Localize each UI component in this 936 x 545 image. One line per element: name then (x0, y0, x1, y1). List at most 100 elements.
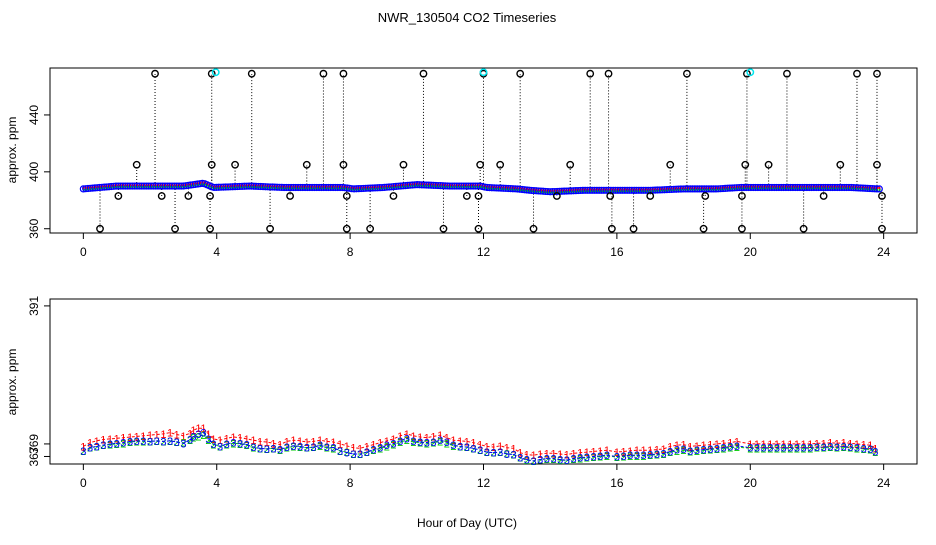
series-1-point: 1 (160, 429, 166, 441)
baseline-marker-3 (131, 182, 139, 190)
baseline-marker-3 (147, 182, 155, 190)
series-2-point: 2 (504, 448, 510, 460)
baseline-marker-3 (628, 186, 636, 194)
series-1-point: 1 (377, 438, 383, 450)
baseline-marker-3 (688, 185, 697, 193)
series-2-point: 2 (570, 454, 576, 466)
series-3-point: 3 (310, 442, 316, 454)
series-3-point: 3 (787, 443, 793, 455)
baseline-marker-3 (747, 183, 755, 192)
series-3-point: 3 (544, 453, 550, 465)
mid-spike-marker (339, 160, 348, 169)
baseline-marker-3 (457, 182, 466, 190)
baseline-marker-3 (159, 182, 167, 190)
series-3-point: 3 (834, 442, 840, 454)
series-2-point: 2 (470, 443, 476, 455)
series-2-point: 2 (107, 440, 113, 452)
top-x-tick-label: 24 (877, 245, 891, 259)
series-3-point: 3 (847, 442, 853, 454)
series-1-point: 1 (814, 438, 820, 450)
series-3-point: 3 (205, 434, 211, 446)
series-3-point: 3 (304, 443, 310, 455)
baseline-marker-3 (126, 182, 134, 190)
series-3-point: 3 (517, 453, 523, 465)
series-3-point: 3 (550, 453, 556, 465)
baseline-marker-3 (754, 183, 762, 192)
series-1-point: 1 (590, 446, 596, 458)
series-2-point: 2 (457, 441, 463, 453)
series-3-point: 3 (200, 428, 206, 440)
series-3-point: 3 (827, 441, 833, 453)
baseline-marker-3 (306, 183, 314, 192)
series-1-point: 1 (134, 431, 140, 443)
series-3-point: 3 (821, 442, 827, 454)
series-2-point: 2 (781, 443, 787, 455)
series-2-point: 2 (754, 443, 760, 455)
series-2-point: 2 (694, 446, 700, 458)
baseline-marker-3 (829, 183, 837, 192)
top-x-tick-label: 16 (610, 245, 624, 259)
baseline-marker-3 (752, 183, 760, 192)
cyan-marker (211, 68, 220, 77)
bottom-x-tick-label: 16 (610, 476, 624, 490)
baseline-marker-2 (206, 184, 209, 187)
baseline-marker-3 (140, 182, 148, 190)
series-2-point: 2 (727, 443, 733, 455)
series-2-point: 2 (127, 437, 133, 449)
series-2-point: 2 (747, 443, 753, 455)
dip-spike-marker (646, 192, 655, 200)
dip-spike-marker (701, 192, 710, 200)
low-spike-marker (699, 224, 708, 233)
baseline-marker-3 (761, 183, 769, 192)
series-2-point: 2 (834, 443, 840, 455)
series-1-point: 1 (195, 423, 201, 435)
baseline-marker-3 (740, 183, 748, 192)
dip-spike-marker (606, 192, 615, 200)
series-1-point: 1 (264, 437, 270, 449)
baseline-marker-3 (819, 183, 827, 192)
baseline-marker-3 (691, 185, 699, 193)
baseline-marker-3 (289, 183, 298, 192)
series-3-point: 3 (814, 442, 820, 454)
baseline-marker-3 (135, 182, 143, 190)
low-spike-marker (738, 224, 746, 233)
baseline-marker-3 (826, 183, 834, 192)
series-1-point: 1 (681, 440, 687, 452)
series-1-point: 1 (87, 438, 93, 450)
series-2-point: 2 (410, 437, 416, 449)
baseline-marker-3 (642, 186, 650, 194)
series-1-point: 1 (490, 442, 496, 454)
series-1-point: 1 (470, 438, 476, 450)
mid-spike-marker (302, 160, 311, 169)
series-1-point: 1 (127, 432, 133, 444)
baseline-marker-3 (831, 183, 839, 192)
series-3-point: 3 (195, 429, 201, 441)
series-2-point: 2 (174, 437, 180, 449)
mid-spike-marker (666, 160, 675, 169)
series-2-point: 2 (707, 445, 713, 457)
baseline-marker-3 (142, 182, 150, 190)
baseline-marker-3 (836, 183, 844, 192)
series-1-point: 1 (807, 439, 813, 451)
baseline-marker-3 (791, 183, 799, 192)
series-1-point: 1 (337, 439, 343, 451)
series-1-point: 1 (284, 436, 290, 448)
series-1-point: 1 (230, 432, 236, 444)
baseline-marker-3 (327, 183, 335, 192)
series-1-point: 1 (244, 434, 250, 446)
baseline-marker-3 (625, 186, 634, 194)
baseline-marker-3 (817, 183, 825, 192)
series-1-point: 1 (190, 425, 196, 437)
series-2-point: 2 (597, 451, 603, 463)
baseline-marker-3 (114, 182, 122, 190)
series-1-point: 1 (444, 433, 450, 445)
series-3-point: 3 (257, 443, 263, 455)
series-1-point: 1 (754, 439, 760, 451)
series-2-point: 2 (224, 440, 230, 452)
series-1-point: 1 (564, 450, 570, 462)
baseline-marker-3 (695, 185, 704, 193)
baseline-marker-3 (794, 183, 802, 192)
series-2-point: 2 (854, 443, 860, 455)
series-3-point: 3 (794, 443, 800, 455)
series-1-point: 1 (524, 450, 530, 462)
